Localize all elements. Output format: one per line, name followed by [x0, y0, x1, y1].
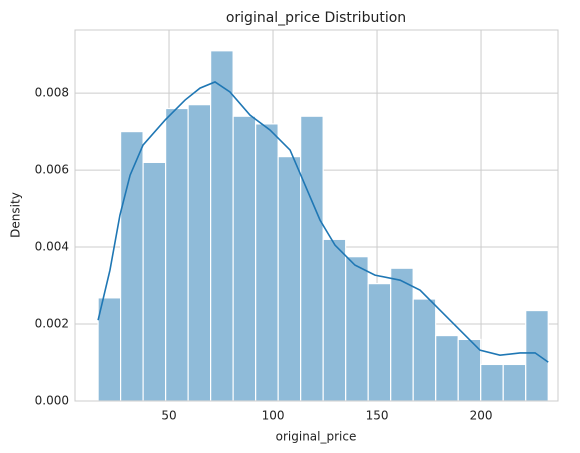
x-tick-label: 200 [470, 409, 493, 423]
bar [255, 123, 279, 402]
x-axis-label: original_price [276, 430, 357, 444]
bar [525, 309, 549, 402]
bar [142, 161, 167, 402]
bar [210, 50, 234, 402]
y-tick-label: 0.008 [35, 86, 69, 100]
bar [435, 334, 459, 402]
x-tick-label: 50 [161, 409, 176, 423]
bar [480, 363, 504, 402]
bar [390, 267, 414, 402]
x-tick-label: 100 [262, 409, 285, 423]
bar [97, 297, 122, 402]
y-axis-label: Density [9, 192, 23, 238]
y-tick-label: 0.006 [35, 163, 69, 177]
bar [165, 107, 189, 402]
bar [277, 156, 302, 402]
bar [502, 363, 527, 402]
bar [457, 338, 482, 402]
bar [232, 115, 257, 402]
bar [322, 238, 347, 402]
bar [300, 115, 324, 402]
bar [367, 283, 392, 402]
bar [187, 104, 212, 402]
y-tick-label: 0.000 [35, 394, 69, 408]
chart-title: original_price Distribution [226, 10, 406, 26]
x-tick-label: 150 [366, 409, 389, 423]
bar [412, 298, 437, 402]
y-tick-label: 0.002 [35, 317, 69, 331]
plot-frame [74, 29, 559, 402]
y-tick-label: 0.004 [35, 240, 69, 254]
bar [345, 256, 369, 402]
kde-line [97, 81, 549, 363]
